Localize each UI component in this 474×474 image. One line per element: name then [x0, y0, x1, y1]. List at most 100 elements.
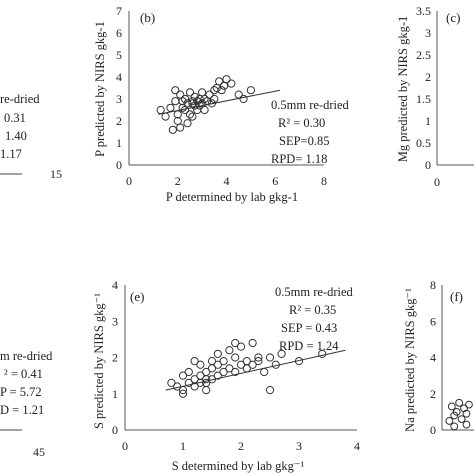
- panel-c-yticks: 0 0.5 1 1.5 2 2.5 3 3.5: [416, 4, 431, 172]
- panel-b-point: [217, 86, 226, 95]
- panel-b-point: [190, 92, 199, 101]
- panel-b-point: [234, 90, 243, 99]
- panel-f-ytick-label: 4: [430, 351, 436, 365]
- panel-e-point: [225, 364, 234, 373]
- panel-e-points: [167, 338, 327, 398]
- panel-e-stat-2: SEP = 0.43: [281, 321, 337, 335]
- panel-f: 0 2 4 6 8 (f) Na predicted by NIRS gkg⁻¹: [403, 278, 474, 437]
- panel-e-point: [225, 346, 234, 355]
- panel-f-point: [462, 420, 471, 429]
- panel-e-point: [231, 353, 240, 362]
- panel-b-yticks: 0 1 2 3 4 5 6 7: [116, 4, 122, 172]
- panel-b-stat-1: R² = 0.30: [278, 116, 325, 130]
- panel-e-point: [236, 360, 246, 369]
- panel-e-point: [277, 349, 286, 358]
- panel-b-point: [210, 94, 219, 104]
- panel-e-xtick-label: 2: [238, 439, 244, 453]
- panel-f-ytick-label: 0: [430, 423, 436, 437]
- panel-e-point: [318, 349, 327, 358]
- panel-b-point: [171, 97, 180, 106]
- panel-f-label: (f): [450, 289, 463, 304]
- panel-f-ytick-label: 6: [430, 314, 436, 328]
- panel-e-point: [231, 338, 240, 348]
- panel-b-point: [171, 86, 180, 95]
- panel-e-xtick-label: 1: [180, 439, 186, 453]
- panel-b-point: [239, 94, 248, 104]
- panel-e-point: [231, 367, 240, 377]
- panel-b-point: [200, 94, 209, 104]
- panel-c: 0 0.5 1 1.5 2 2.5 3 3.5 0 (c) Mg predicted by N…: [396, 4, 474, 189]
- panel-b-point: [190, 101, 199, 110]
- panel-b-ytick-label: 6: [116, 26, 122, 40]
- panel-b-point: [185, 110, 195, 119]
- panel-c-ytick-label: 0.5: [416, 136, 431, 150]
- panel-b-ytick-label: 1: [116, 136, 122, 150]
- panel-c-xtick: 0: [434, 175, 440, 189]
- panel-d: m re-dried ² = 0.41 P = 5.72 D = 1.21 45: [0, 349, 53, 459]
- panel-b-point: [227, 79, 236, 88]
- panel-d-xtick: 45: [33, 445, 45, 459]
- panel-f-point: [462, 409, 471, 418]
- panel-b-point: [168, 125, 177, 134]
- panel-e-point: [219, 367, 228, 377]
- panel-f-point: [465, 400, 473, 409]
- panel-e-point: [254, 357, 263, 366]
- panel-e-point: [219, 357, 228, 366]
- panel-b-point: [193, 97, 202, 106]
- panel-b-stat-3: RPD= 1.18: [271, 152, 327, 166]
- panel-e-ylabel: S predicted by NIRS gkg⁻¹: [92, 293, 106, 429]
- panel-b-point: [166, 103, 175, 112]
- panel-b-ytick-label: 0: [116, 158, 122, 172]
- panel-e-point: [190, 375, 199, 384]
- panel-b-point: [156, 105, 165, 115]
- panel-e-point: [196, 360, 205, 369]
- panel-b-xtick-label: 6: [272, 174, 278, 188]
- panel-e-point: [265, 353, 275, 362]
- panel-e-ytick-label: 1: [112, 387, 118, 401]
- panel-b-point: [178, 97, 187, 106]
- panel-b-point: [215, 77, 224, 86]
- panel-e-point: [265, 386, 275, 395]
- panel-e-stat-3: RPD = 1.24: [279, 339, 339, 353]
- panel-c-ylabel: Mg predicted by NIRS gkg-1: [396, 16, 410, 163]
- panel-b-point: [176, 123, 185, 132]
- panel-e-xtick-label: 4: [354, 439, 360, 453]
- panel-e-ytick-label: 2: [112, 351, 118, 365]
- panel-b-xlabel: P determined by lab gkg-1: [166, 190, 298, 204]
- panel-e-xlabel: S determined by lab gkg⁻¹: [172, 459, 305, 473]
- panel-f-yticks: 0 2 4 6 8: [430, 278, 436, 437]
- panel-e-point: [242, 357, 251, 366]
- panel-c-ytick-label: 3.5: [416, 4, 431, 18]
- panel-e-point: [213, 371, 222, 380]
- panel-b-point: [161, 112, 170, 121]
- panel-f-point: [445, 417, 454, 425]
- panel-b-xtick-label: 8: [321, 174, 327, 188]
- panel-d-stat-1: ² = 0.41: [4, 367, 43, 381]
- panel-c-label: (c): [446, 10, 460, 25]
- panel-b-point: [178, 103, 187, 112]
- panel-e-point: [178, 389, 188, 398]
- panel-d-stat-0: m re-dried: [0, 349, 53, 363]
- panel-e-point: [196, 371, 205, 380]
- panel-b-trendline: [158, 89, 281, 115]
- panel-c-ytick-label: 1.5: [416, 92, 431, 106]
- panel-e-ytick-label: 3: [112, 314, 118, 328]
- panel-e-yticks: 0 1 2 3 4: [112, 278, 118, 437]
- panel-e: 0 1 2 3 4 0 1 2 3 4 (e) S predicted by NIRS gkg⁻…: [92, 278, 360, 473]
- panel-a-stat-1: 0.31: [4, 111, 26, 125]
- panel-e-point: [236, 342, 246, 351]
- panel-e-point: [178, 371, 188, 380]
- panel-e-xtick-label: 3: [296, 439, 302, 453]
- panel-e-point: [202, 367, 211, 377]
- panel-b-ylabel: P predicted by NIRS gkg-1: [93, 21, 107, 157]
- panel-e-point: [260, 367, 269, 377]
- panel-a-xtick: 15: [50, 167, 62, 181]
- panel-b: 0 1 2 3 4 5 6 7 0 2 4 6 8 (b) P predicted by NIRS g…: [93, 4, 350, 204]
- panel-e-trendline: [165, 349, 346, 391]
- panel-b-point: [183, 119, 192, 128]
- panel-c-ytick-label: 2.5: [416, 48, 431, 62]
- panel-b-ytick-label: 2: [116, 114, 122, 128]
- panel-e-point: [254, 353, 263, 362]
- panel-e-point: [248, 338, 257, 348]
